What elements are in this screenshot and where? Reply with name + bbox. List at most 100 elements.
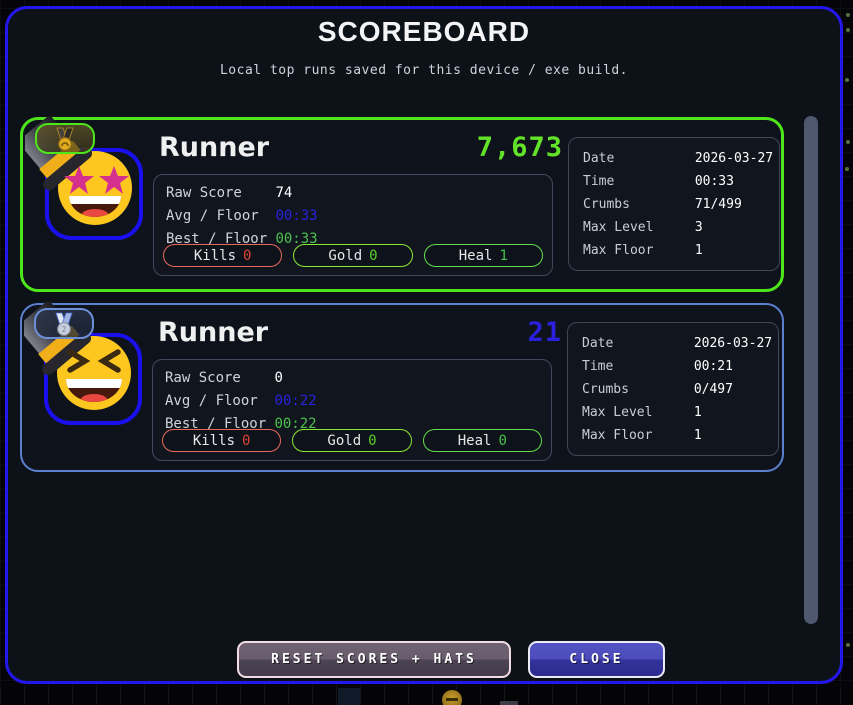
kills-badge: Kills 0 bbox=[163, 244, 283, 267]
background-dot bbox=[845, 167, 849, 171]
gold-badge: Gold 0 bbox=[293, 244, 413, 267]
stat-value: 00:33 bbox=[275, 231, 318, 247]
detail-label: Date bbox=[582, 336, 614, 351]
detail-crumbs: Crumbs 0/497 bbox=[582, 378, 764, 401]
detail-value: 00:33 bbox=[694, 174, 734, 189]
background-dot bbox=[846, 643, 850, 647]
detail-label: Crumbs bbox=[583, 197, 630, 212]
page-title: SCOREBOARD bbox=[317, 16, 531, 47]
detail-value: 1 bbox=[693, 405, 702, 420]
badge-value: 0 bbox=[368, 432, 377, 449]
score-value: 21 bbox=[527, 317, 562, 348]
detail-label: Max Level bbox=[583, 220, 654, 235]
detail-value: 0/497 bbox=[693, 382, 733, 397]
stat-value: 74 bbox=[275, 185, 293, 201]
badge-label: Kills bbox=[192, 432, 236, 449]
detail-value: 00:21 bbox=[693, 359, 733, 374]
badge-value: 0 bbox=[242, 432, 251, 449]
detail-label: Crumbs bbox=[582, 382, 629, 397]
run-detail-panel: Date 2026-03-27 Time 00:33 Crumbs 71/499… bbox=[568, 137, 780, 271]
stat-best-floor: Best / Floor 00:33 bbox=[166, 228, 540, 251]
gold-badge: Gold 0 bbox=[292, 429, 412, 452]
badge-label: Gold bbox=[328, 247, 363, 264]
badge-label: Heal bbox=[458, 247, 493, 264]
score-value: 7,673 bbox=[476, 132, 563, 163]
rank-medal-badge: 2 bbox=[34, 308, 94, 339]
detail-label: Max Level bbox=[582, 405, 653, 420]
heal-badge: Heal 0 bbox=[422, 429, 542, 452]
stat-raw-score: Raw Score 0 bbox=[165, 367, 539, 390]
medal-rank-number: 2 bbox=[62, 325, 67, 334]
stat-label: Best / Floor bbox=[165, 416, 267, 432]
background-tile bbox=[500, 701, 518, 705]
score-entry-2: 2 Runner 21 Raw Score 0 Avg / Floor 00:2… bbox=[20, 300, 784, 472]
detail-value: 3 bbox=[694, 220, 703, 235]
detail-time: Time 00:21 bbox=[582, 355, 764, 378]
detail-time: Time 00:33 bbox=[583, 170, 765, 193]
detail-value: 1 bbox=[694, 243, 703, 258]
scrollbar-thumb[interactable] bbox=[804, 116, 818, 624]
run-stats-box: Raw Score 0 Avg / Floor 00:22 Best / Flo… bbox=[152, 359, 552, 461]
detail-label: Max Floor bbox=[583, 243, 654, 258]
badge-row: Kills 0 Gold 0 Heal 1 bbox=[163, 244, 543, 267]
close-button[interactable]: CLOSE bbox=[528, 641, 665, 678]
stat-avg-floor: Avg / Floor 00:33 bbox=[166, 205, 540, 228]
badge-value: 0 bbox=[369, 247, 378, 264]
badge-value: 0 bbox=[498, 432, 507, 449]
stat-label: Avg / Floor bbox=[166, 208, 259, 224]
detail-label: Time bbox=[582, 359, 614, 374]
detail-max-floor: Max Floor 1 bbox=[582, 424, 764, 447]
run-stats-box: Raw Score 74 Avg / Floor 00:33 Best / Fl… bbox=[153, 174, 553, 276]
game-background-strip bbox=[0, 687, 853, 705]
badge-label: Gold bbox=[327, 432, 362, 449]
heal-badge: Heal 1 bbox=[423, 244, 543, 267]
background-emoji-character bbox=[442, 690, 462, 705]
stat-value: 00:33 bbox=[275, 208, 318, 224]
background-dot bbox=[846, 140, 850, 144]
badge-row: Kills 0 Gold 0 Heal 0 bbox=[162, 429, 542, 452]
stat-value: 0 bbox=[274, 370, 283, 386]
reset-scores-button[interactable]: RESET SCORES + HATS bbox=[237, 641, 511, 678]
detail-date: Date 2026-03-27 bbox=[582, 332, 772, 355]
stat-raw-score: Raw Score 74 bbox=[166, 182, 540, 205]
background-dot bbox=[846, 28, 850, 32]
background-dot bbox=[846, 13, 850, 17]
stat-label: Raw Score bbox=[165, 370, 241, 386]
detail-label: Time bbox=[583, 174, 615, 189]
detail-date: Date 2026-03-27 bbox=[583, 147, 773, 170]
stat-avg-floor: Avg / Floor 00:22 bbox=[165, 390, 539, 413]
badge-label: Heal bbox=[457, 432, 492, 449]
stat-value: 00:22 bbox=[274, 416, 317, 432]
stat-value: 00:22 bbox=[274, 393, 317, 409]
avatar-frame bbox=[44, 333, 142, 425]
detail-label: Max Floor bbox=[582, 428, 653, 443]
stat-label: Avg / Floor bbox=[165, 393, 258, 409]
detail-max-level: Max Level 1 bbox=[582, 401, 764, 424]
score-entry-1: Runner 7,673 Raw Score 74 Avg / Floor 00… bbox=[20, 115, 784, 292]
rank-medal-badge bbox=[35, 123, 95, 154]
badge-label: Kills bbox=[193, 247, 237, 264]
detail-crumbs: Crumbs 71/499 bbox=[583, 193, 765, 216]
stat-label: Best / Floor bbox=[166, 231, 268, 247]
badge-value: 1 bbox=[499, 247, 508, 264]
detail-value: 1 bbox=[693, 428, 702, 443]
detail-label: Date bbox=[583, 151, 615, 166]
kills-badge: Kills 0 bbox=[162, 429, 282, 452]
player-name: Runner bbox=[158, 317, 269, 348]
subtitle: Local top runs saved for this device / e… bbox=[219, 63, 628, 78]
stat-label: Raw Score bbox=[166, 185, 242, 201]
detail-value: 2026-03-27 bbox=[694, 151, 774, 166]
scoreboard-modal: SCOREBOARD Local top runs saved for this… bbox=[5, 6, 843, 684]
detail-value: 71/499 bbox=[694, 197, 742, 212]
player-name: Runner bbox=[159, 132, 270, 163]
detail-value: 2026-03-27 bbox=[693, 336, 773, 351]
detail-max-level: Max Level 3 bbox=[583, 216, 765, 239]
badge-value: 0 bbox=[243, 247, 252, 264]
run-detail-panel: Date 2026-03-27 Time 00:21 Crumbs 0/497 … bbox=[567, 322, 779, 456]
stat-best-floor: Best / Floor 00:22 bbox=[165, 413, 539, 436]
silver-medal-icon: 2 bbox=[55, 312, 73, 336]
detail-max-floor: Max Floor 1 bbox=[583, 239, 765, 262]
highlighted-tile bbox=[338, 688, 360, 705]
gold-medal-icon bbox=[56, 127, 74, 151]
